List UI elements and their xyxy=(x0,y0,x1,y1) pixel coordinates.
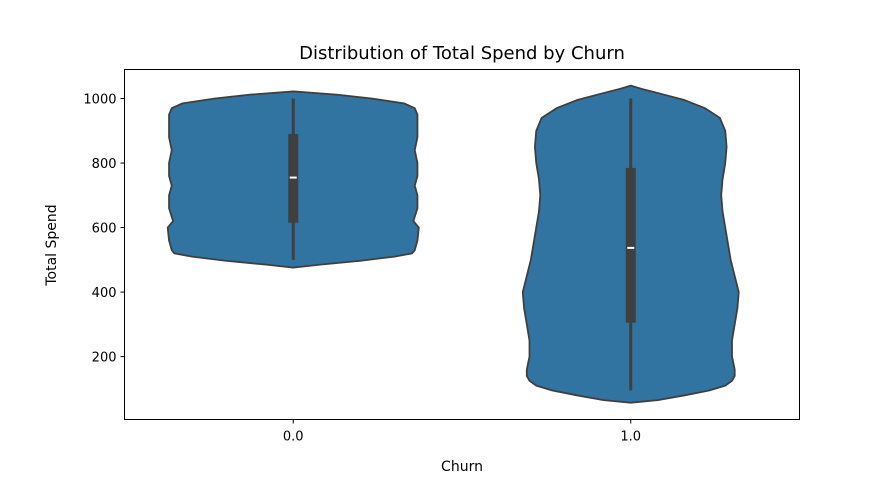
chart-title: Distribution of Total Spend by Churn xyxy=(299,43,625,64)
x-tick-label: 1.0 xyxy=(620,430,641,445)
y-axis: 200 400 600 800 1000 xyxy=(83,93,125,366)
y-tick-label: 600 xyxy=(92,222,117,237)
plot-frame xyxy=(124,69,800,420)
y-tick-label: 800 xyxy=(92,157,117,172)
x-tick-label: 0.0 xyxy=(283,430,304,445)
violin-iqr-box xyxy=(625,167,636,323)
y-tick-label: 200 xyxy=(92,351,117,366)
violins-layer xyxy=(166,84,740,404)
x-axis: 0.0 1.0 xyxy=(283,419,641,445)
y-tick-label: 1000 xyxy=(83,93,116,108)
x-axis-label: Churn xyxy=(441,459,483,475)
y-axis-label: Total Spend xyxy=(44,204,60,286)
y-tick-label: 400 xyxy=(92,286,117,301)
